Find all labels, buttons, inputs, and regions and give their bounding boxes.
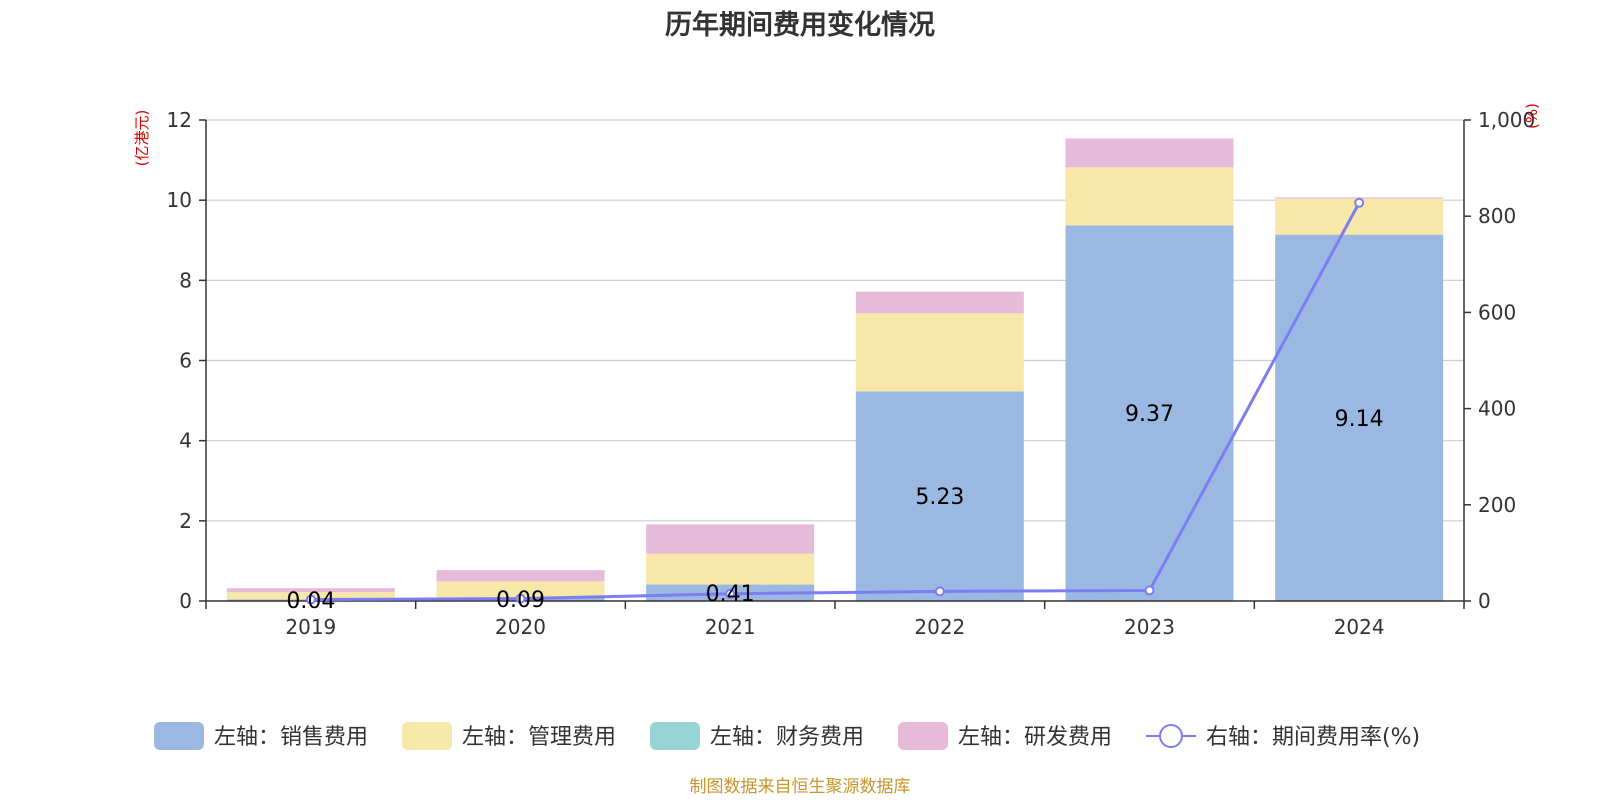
left-tick-label: 10 [167,188,192,212]
rate-point [1144,585,1155,596]
x-tick-label: 2024 [1334,615,1385,639]
legend-label: 右轴：期间费用率(%) [1206,725,1420,750]
right-tick-label: 600 [1478,300,1516,324]
bar-segment [1275,234,1444,601]
left-axis-unit: (亿港元) [133,110,151,167]
rate-line [310,202,1361,602]
right-tick-label: 200 [1478,493,1516,517]
rate-line-group [305,197,1365,605]
bars-group [226,138,1444,601]
bar-value-label: 9.37 [1125,402,1174,427]
rate-point [305,594,316,605]
x-tick-label: 2022 [914,615,965,639]
bar-segment [1065,225,1234,601]
rate-point [515,593,526,604]
legend-swatch [898,722,948,750]
legend-label: 左轴：管理费用 [462,725,616,750]
left-tick-label: 8 [179,268,192,292]
bar-value-label: 0.04 [286,589,335,614]
bar-segment [855,291,1024,314]
x-tick-label: 2023 [1124,615,1175,639]
bar-segment [436,581,605,598]
legend-label: 左轴：研发费用 [958,725,1112,750]
legend: 左轴：销售费用 左轴：管理费用 左轴：财务费用 左轴：研发费用 右轴：期间费用率(%) [154,722,1420,750]
legend-swatch [650,722,700,750]
left-tick-label: 6 [179,349,192,373]
right-tick-label: 800 [1478,204,1516,228]
bar-segment [226,588,395,593]
right-axis-unit: (%) [1523,103,1541,129]
legend-line-marker [1159,724,1183,748]
bar-segment [646,553,815,585]
bar-segment [1065,167,1234,226]
legend-label: 左轴：销售费用 [214,725,368,750]
bar-labels-group: 0.04 0.09 0.41 5.23 9.37 9.14 [286,402,1383,614]
rate-point [725,588,736,599]
rate-point [934,586,945,597]
left-tick-label: 12 [167,108,192,132]
right-tick-label: 0 [1478,589,1491,613]
right-tick-label: 400 [1478,397,1516,421]
left-tick-label: 2 [179,509,192,533]
grid-lines [206,119,1464,522]
bar-segment [855,313,1024,392]
legend-swatch [154,722,204,750]
bar-segment [646,524,815,554]
bar-segment [1065,138,1234,168]
x-tick-label: 2021 [705,615,756,639]
left-tick-label: 4 [179,429,192,453]
bar-value-label: 5.23 [915,485,964,510]
x-tick-label: 2019 [285,615,336,639]
left-tick-label: 0 [179,589,192,613]
chart-title: 历年期间费用变化情况 [665,9,935,41]
x-tick-label: 2020 [495,615,546,639]
legend-label: 左轴：财务费用 [710,725,864,750]
rate-point [1354,197,1365,208]
source-note: 制图数据来自恒生聚源数据库 [690,777,911,797]
bar-value-label: 0.09 [496,588,545,613]
bar-segment [855,391,1024,601]
bar-value-label: 9.14 [1335,407,1384,432]
right-tick-label: 1,000 [1478,108,1535,132]
bar-segment [436,570,605,582]
axes-group: 0 2 4 6 8 10 12 0 200 400 600 800 1,000 2019 2020 2021 2… [167,108,1536,639]
bar-value-label: 0.41 [706,582,755,607]
legend-swatch [402,722,452,750]
